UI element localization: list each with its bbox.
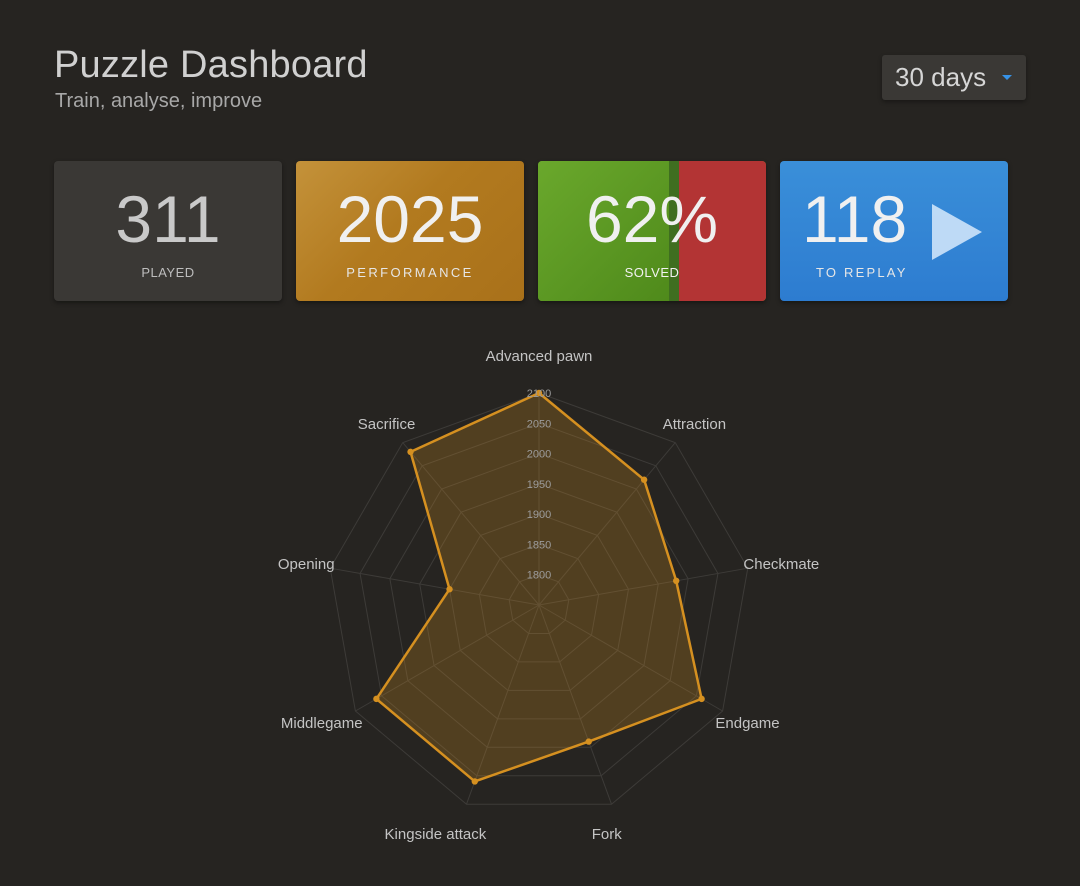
- radar-axis-label: Opening: [278, 556, 335, 573]
- radar-grid-ring: [448, 513, 630, 691]
- radar-point: [407, 448, 414, 456]
- radar-axis-label: Fork: [592, 826, 623, 843]
- radar-spoke: [538, 567, 748, 606]
- solved-bar-divider: [669, 161, 679, 301]
- radar-grid-ring: [359, 422, 719, 777]
- solved-value: 62%: [585, 182, 719, 256]
- radar-spoke: [538, 442, 676, 606]
- radar-axis-label: Kingside attack: [385, 826, 487, 843]
- radar-grid-ring: [419, 483, 659, 720]
- radar-spoke: [355, 604, 540, 712]
- solved-bar-green: [538, 161, 669, 301]
- played-value: 311: [115, 182, 221, 256]
- radar-tick-label: 2050: [527, 418, 551, 430]
- radar-axis-label: Advanced pawn: [486, 348, 593, 365]
- radar-point: [446, 586, 453, 593]
- solved-card: 62% SOLVED: [538, 161, 766, 301]
- played-label: PLAYED: [141, 265, 195, 280]
- radar-axis-label: Sacrifice: [358, 416, 416, 433]
- radar-tick-label: 2000: [527, 449, 551, 461]
- radar-axis-label: Endgame: [715, 715, 779, 732]
- radar-spoke: [466, 604, 540, 805]
- radar-grid-ring: [478, 543, 600, 663]
- radar-tick-label: 1950: [527, 479, 551, 491]
- radar-axis-label: Middlegame: [281, 715, 363, 732]
- radar-point: [373, 695, 380, 703]
- performance-card: 2025 PERFORMANCE: [296, 161, 524, 301]
- radar-tick-label: 2100: [527, 388, 551, 400]
- radar-tick-label: 1900: [527, 509, 551, 521]
- period-select-value: 30 days: [895, 62, 987, 92]
- radar-point: [585, 738, 592, 745]
- radar-spoke: [538, 604, 723, 712]
- radar-point: [698, 695, 705, 703]
- page-title: Puzzle Dashboard: [54, 44, 368, 86]
- performance-value: 2025: [336, 182, 484, 256]
- played-card: 311 PLAYED: [54, 161, 282, 301]
- radar-tick-label: 1800: [527, 570, 551, 582]
- page-subtitle: Train, analyse, improve: [55, 90, 263, 112]
- replay-label: TO REPLAY: [816, 265, 908, 280]
- radar-tick-label: 1850: [527, 539, 551, 551]
- stats-cards: 311 PLAYED 2025 PERFORMANCE 62% SOLVED 1…: [54, 161, 1009, 301]
- performance-label: PERFORMANCE: [346, 265, 474, 280]
- play-icon: [932, 204, 982, 260]
- radar-grid-ring: [329, 392, 749, 805]
- radar-series-area: [375, 391, 703, 783]
- radar-spoke: [330, 567, 540, 606]
- radar-point: [471, 778, 478, 785]
- radar-spoke: [538, 604, 612, 805]
- replay-value: 118: [802, 182, 908, 256]
- period-select[interactable]: 30 days: [882, 55, 1026, 100]
- radar-point: [672, 577, 680, 585]
- replay-card[interactable]: 118 TO REPLAY: [780, 161, 1008, 301]
- radar-point: [640, 476, 648, 483]
- solved-bar-red: [679, 161, 766, 301]
- radar-spoke: [402, 442, 540, 606]
- radar-axis-label: Attraction: [663, 416, 726, 433]
- caret-down-icon: [1002, 75, 1012, 80]
- radar-grid-ring: [508, 574, 570, 634]
- solved-label: SOLVED: [624, 265, 680, 280]
- radar-axis-label: Checkmate: [743, 556, 819, 573]
- radar-point: [535, 389, 543, 397]
